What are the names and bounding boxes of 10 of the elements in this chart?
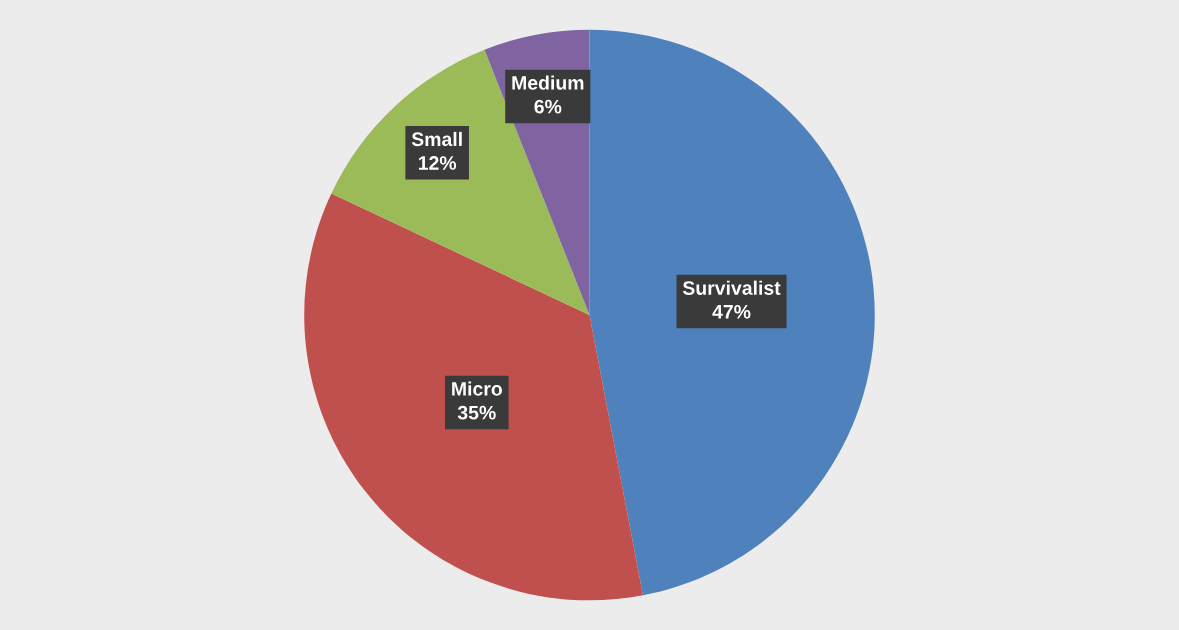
data-label: 47% — [712, 304, 751, 319]
pie-slice — [589, 29, 875, 596]
data-label: 35% — [457, 405, 496, 420]
data-label: 12% — [418, 156, 457, 170]
pie-slice — [304, 193, 643, 601]
slice-label: Micro — [452, 381, 502, 396]
slice-label: Small — [411, 131, 462, 147]
data-label: 6% — [534, 99, 562, 114]
slice-label: Medium — [512, 75, 584, 90]
slice-label: Survivalist — [682, 280, 781, 295]
